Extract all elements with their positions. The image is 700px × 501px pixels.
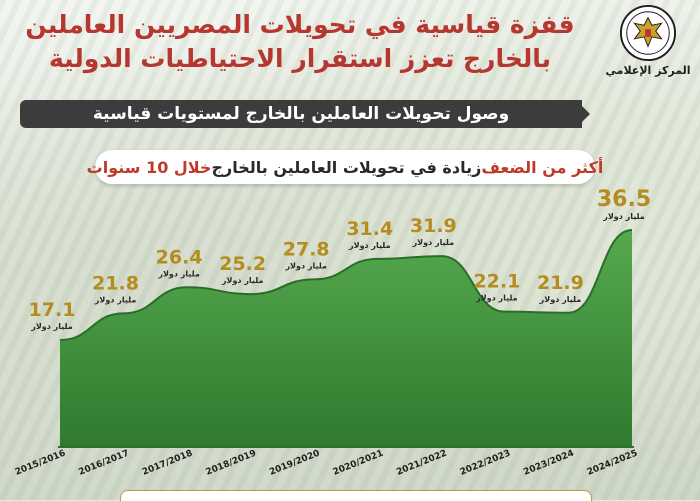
unit-label: مليار دولار	[602, 212, 645, 221]
banner-text: وصول تحويلات العاملين بالخارج لمستويات ق…	[92, 104, 510, 124]
logo-text: المركز الإعلامي	[605, 64, 691, 77]
data-label: 27.8	[283, 238, 330, 260]
media-center-logo: المركز الإعلامي	[606, 4, 690, 90]
unit-label: مليار دولار	[94, 295, 137, 304]
subtitle-text: زيادة في تحويلات العاملين بالخارج	[211, 157, 482, 177]
data-label: 31.9	[410, 215, 457, 237]
unit-label: مليار دولار	[539, 295, 582, 304]
eagle-emblem-icon	[619, 4, 677, 62]
unit-label: مليار دولار	[348, 241, 391, 250]
data-label: 26.4	[156, 246, 203, 268]
headline-banner: وصول تحويلات العاملين بالخارج لمستويات ق…	[20, 100, 582, 128]
unit-label: مليار دولار	[30, 322, 73, 331]
x-tick-label: 2023/2024	[522, 449, 575, 478]
data-label: 21.9	[537, 272, 584, 294]
x-tick-label: 2016/2017	[77, 449, 130, 478]
data-label: 17.1	[29, 299, 76, 321]
banner-tail	[576, 100, 590, 128]
unit-label: مليار دولار	[221, 276, 264, 285]
x-tick-label: 2015/2016	[14, 449, 67, 478]
footer-bar	[120, 490, 592, 501]
unit-label: مليار دولار	[475, 294, 518, 303]
unit-label: مليار دولار	[284, 261, 327, 270]
area-fill	[60, 230, 632, 447]
x-tick-label: 2020/2021	[332, 449, 385, 478]
unit-label: مليار دولار	[412, 238, 455, 247]
data-label: 22.1	[473, 271, 520, 293]
subtitle-period: خلال 10 سنوات	[86, 157, 212, 177]
title-line-2: بالخارج تعزز استقرار الاحتياطيات الدولية	[48, 44, 552, 73]
x-tick-label: 2018/2019	[205, 449, 258, 478]
x-tick-label: 2019/2020	[268, 449, 321, 478]
data-label: 36.5	[597, 187, 651, 212]
data-label: 31.4	[346, 218, 393, 240]
page-title: قفزة قياسية في تحويلات المصريين العاملين…	[20, 8, 580, 76]
x-tick-label: 2021/2022	[395, 449, 448, 478]
subtitle-highlight: أكثر من الضعف	[481, 157, 604, 177]
x-tick-label: 2022/2023	[459, 449, 512, 478]
unit-label: مليار دولار	[157, 269, 200, 278]
data-label: 25.2	[219, 253, 266, 275]
area-line	[59, 229, 633, 341]
data-label: 21.8	[92, 272, 139, 294]
subtitle-pill: أكثر من الضعف زيادة في تحويلات العاملين …	[87, 150, 603, 184]
title-line-1: قفزة قياسية في تحويلات المصريين العاملين	[25, 10, 575, 39]
x-tick-label: 2017/2018	[141, 449, 194, 478]
x-tick-label: 2024/2025	[586, 449, 639, 478]
